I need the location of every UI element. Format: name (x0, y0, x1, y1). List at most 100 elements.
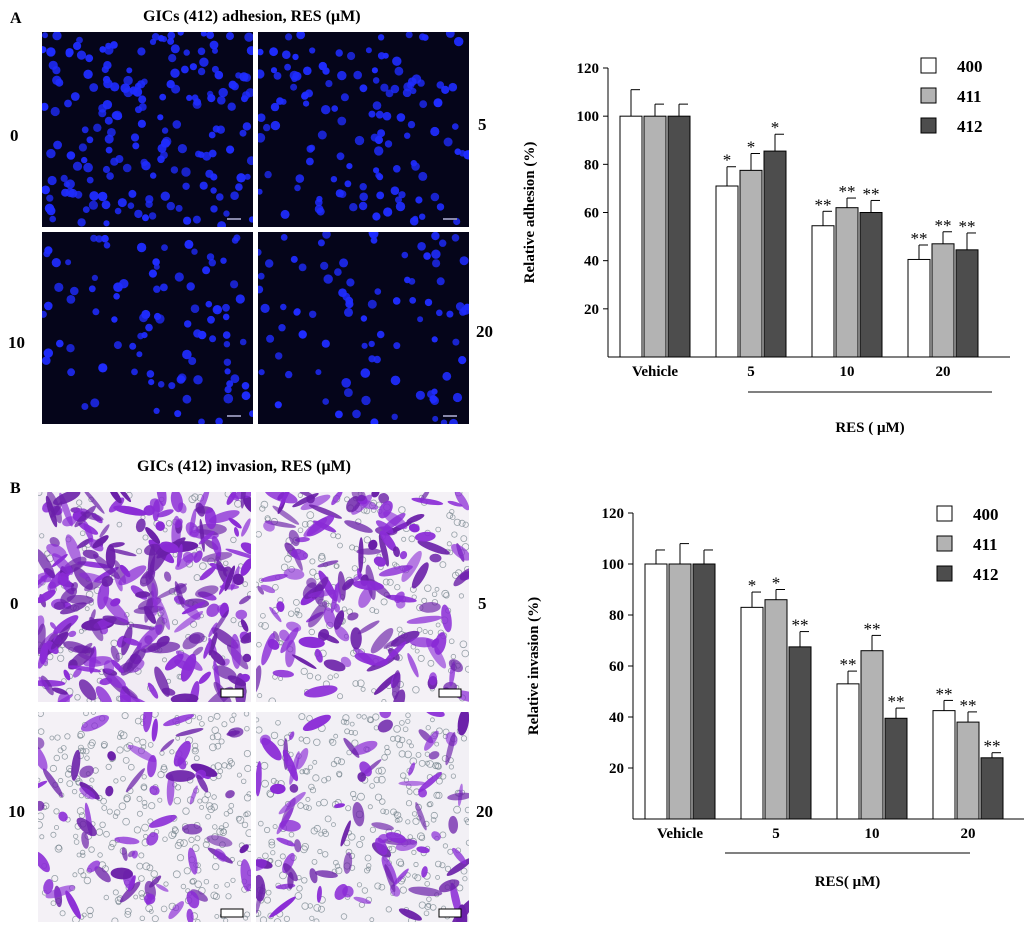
membrane-pore (192, 742, 199, 749)
nucleus (190, 304, 200, 313)
nucleus (405, 32, 413, 39)
membrane-pore (141, 799, 148, 806)
membrane-pore (259, 505, 266, 512)
membrane-pore (320, 798, 328, 807)
invaded-cell (416, 846, 430, 854)
micrograph-texture (258, 232, 469, 424)
nucleus (183, 49, 190, 56)
membrane-pore (418, 901, 426, 909)
bar-411-20 (931, 243, 955, 358)
invaded-cell (110, 598, 121, 607)
membrane-pore (381, 754, 388, 761)
invaded-cell (378, 565, 413, 577)
nucleus (258, 285, 264, 294)
membrane-pore (424, 584, 432, 592)
membrane-pore (113, 809, 121, 816)
invaded-cell (42, 768, 63, 798)
membrane-pore (245, 829, 251, 837)
membrane-pore (405, 712, 411, 718)
invaded-cell (289, 784, 299, 793)
membrane-pore (325, 775, 332, 782)
membrane-pore (76, 499, 83, 506)
membrane-pore (72, 915, 80, 922)
nucleus (295, 174, 305, 183)
membrane-pore (307, 764, 314, 770)
membrane-pore (435, 763, 442, 770)
membrane-pore (77, 744, 84, 751)
membrane-pore (256, 717, 260, 723)
membrane-pore (317, 554, 326, 563)
membrane-pore (352, 796, 357, 801)
nucleus (410, 87, 417, 95)
membrane-pore (398, 506, 406, 514)
invaded-cell (317, 628, 330, 642)
membrane-pore (106, 808, 113, 815)
membrane-pore (382, 578, 390, 586)
nucleus (170, 44, 180, 54)
membrane-pore (313, 824, 321, 833)
membrane-pore (378, 883, 386, 891)
invaded-cell (82, 492, 105, 514)
membrane-pore (352, 730, 358, 736)
nucleus (223, 210, 230, 217)
membrane-pore (136, 810, 143, 817)
membrane-pore (442, 843, 448, 849)
adhesion-micrograph-dose-20 (258, 232, 469, 424)
invaded-cell (243, 495, 251, 514)
membrane-pore (417, 654, 425, 662)
membrane-pore (230, 877, 236, 883)
nucleus (241, 391, 251, 401)
invaded-cell (272, 669, 294, 678)
invaded-cell (46, 543, 67, 559)
nucleus (50, 106, 60, 117)
membrane-pore (174, 784, 182, 791)
invaded-cell (447, 500, 463, 507)
nucleus (148, 212, 157, 220)
invaded-cell (264, 520, 297, 528)
nucleus (137, 80, 146, 89)
nucleus (182, 394, 192, 404)
invaded-cell (428, 751, 440, 760)
membrane-pore (270, 731, 279, 740)
membrane-pore (301, 902, 309, 910)
legend-label-412: 412 (957, 117, 983, 136)
invaded-cell (308, 601, 328, 628)
membrane-pore (360, 835, 365, 841)
membrane-pore (443, 592, 450, 599)
nucleus (439, 239, 447, 247)
membrane-pore (329, 738, 337, 746)
membrane-pore (163, 881, 169, 887)
invasion-micrograph-dose-0 (38, 492, 251, 702)
membrane-pore (193, 755, 200, 762)
membrane-pore (388, 845, 397, 854)
nucleus (153, 407, 160, 414)
membrane-pore (397, 860, 405, 868)
nucleus (423, 252, 431, 260)
nucleus (65, 259, 72, 266)
membrane-pore (38, 492, 43, 496)
membrane-pore (188, 495, 197, 504)
membrane-pore (86, 906, 94, 915)
nucleus (230, 280, 239, 289)
membrane-pore (171, 827, 179, 835)
legend-label-412: 412 (973, 565, 999, 584)
membrane-pore (458, 593, 464, 599)
membrane-pore (212, 824, 218, 830)
scale-bar (443, 218, 457, 220)
invaded-cell (57, 571, 69, 586)
membrane-pore (280, 563, 289, 571)
nucleus (449, 418, 458, 424)
membrane-pore (244, 911, 251, 918)
membrane-pore (224, 882, 231, 888)
nucleus (309, 310, 317, 318)
membrane-pore (294, 892, 303, 900)
membrane-pore (356, 840, 364, 848)
membrane-pore (134, 736, 140, 743)
nucleus (209, 335, 217, 343)
membrane-pore (334, 863, 341, 869)
invaded-cell (257, 585, 265, 595)
membrane-pore (465, 818, 469, 826)
nucleus (340, 93, 349, 102)
nucleus (92, 308, 100, 316)
invaded-cell (131, 850, 138, 859)
